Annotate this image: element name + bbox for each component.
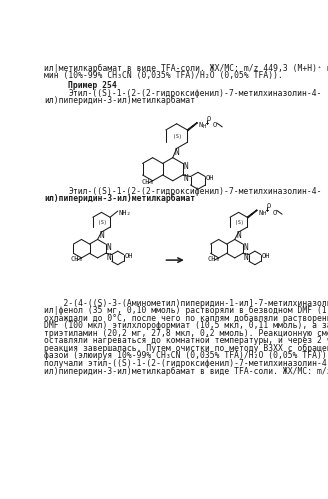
Text: (S): (S) [173,134,181,139]
Text: N: N [236,231,241,241]
Text: N: N [106,243,111,251]
Text: CH₃: CH₃ [142,179,154,185]
Text: O: O [273,210,277,216]
Text: O: O [267,204,271,210]
Text: триэтиламин (20,2 мг, 27,8 мкл, 0,2 ммоль). Реакционную смесь: триэтиламин (20,2 мг, 27,8 мкл, 0,2 ммол… [44,329,328,338]
Text: ил|метилкарбамат в виде TFA-соли. ЖХ/МС: m/z 449,3 (M+H)⁺ на 2,78: ил|метилкарбамат в виде TFA-соли. ЖХ/МС:… [44,64,328,73]
Text: N: N [174,148,179,157]
Text: оставляли нагреваться до комнатной температуры, и через 2 ч: оставляли нагреваться до комнатной темпе… [44,336,328,345]
Text: N: N [184,162,188,171]
Polygon shape [247,210,257,218]
Text: N: N [244,252,248,261]
Text: O: O [207,116,211,122]
Text: (S): (S) [235,220,243,225]
Text: N: N [106,252,111,261]
Text: N: N [199,122,203,128]
Text: DMF (100 мкл) этилхлороформиат (10,5 мкл, 0,11 ммоль), а затем: DMF (100 мкл) этилхлороформиат (10,5 мкл… [44,321,328,330]
Text: (S): (S) [97,220,106,225]
Text: мин (10%-99% CH₃CN (0,035% TFA)/H₂O (0,05% TFA)).: мин (10%-99% CH₃CN (0,035% TFA)/H₂O (0,0… [44,71,283,80]
Text: OH: OH [261,253,270,259]
Text: N: N [184,174,188,183]
Text: ил)пиперидин-3-ил)метилкарбамат: ил)пиперидин-3-ил)метилкарбамат [44,96,195,105]
Text: получали этил-((S)-1-(2-(гидроксифенил)-7-метилхиназолин-4-: получали этил-((S)-1-(2-(гидроксифенил)-… [44,359,328,368]
Text: OH: OH [206,175,215,181]
Text: Этил-((S)-1-(2-(2-гидроксифенил)-7-метилхиназолин-4-: Этил-((S)-1-(2-(2-гидроксифенил)-7-метил… [68,187,322,196]
Text: ил|фенол (35 мг, 0,10 ммоль) растворяли в безводном DMF (1 мл) и: ил|фенол (35 мг, 0,10 ммоль) растворяли … [44,306,328,315]
Text: H: H [263,211,266,216]
Text: 2-(4-((S)-3-(Аминометил)пиперидин-1-ил]-7-метилхиназолин-2-: 2-(4-((S)-3-(Аминометил)пиперидин-1-ил]-… [44,298,328,307]
Polygon shape [187,123,197,130]
Text: CH₃: CH₃ [71,256,83,262]
Text: CH₃: CH₃ [208,256,220,262]
Text: N: N [99,231,104,241]
Text: охлаждали до 0°C, после чего по каплям добавляли растворенный в: охлаждали до 0°C, после чего по каплям д… [44,314,328,323]
Text: реакция завершалась. Путем очистки по методу ВЗХХ с обращенной: реакция завершалась. Путем очистки по ме… [44,344,328,353]
Text: ил)пиперидин-3-ил)метилкарбамат: ил)пиперидин-3-ил)метилкарбамат [44,194,195,203]
Text: Этил-((S)-1-(2-(2-гидроксифенил)-7-метилхиназолин-4-: Этил-((S)-1-(2-(2-гидроксифенил)-7-метил… [68,89,322,98]
Text: ил)пиперидин-3-ил)метилкарбамат в виде TFA-соли. ЖХ/МС: m/z: ил)пиперидин-3-ил)метилкарбамат в виде T… [44,366,328,376]
Text: OH: OH [124,253,133,259]
Text: N: N [244,243,248,251]
Text: O: O [213,122,217,128]
Text: N: N [259,210,263,216]
Text: фазой (элюируя 10%-99% CH₃CN (0,035% TFA)/H₂O (0,05% TFA)): фазой (элюируя 10%-99% CH₃CN (0,035% TFA… [44,351,327,360]
Text: H: H [203,124,206,129]
Text: NH₂: NH₂ [118,211,131,217]
Text: Пример 254: Пример 254 [68,81,117,90]
